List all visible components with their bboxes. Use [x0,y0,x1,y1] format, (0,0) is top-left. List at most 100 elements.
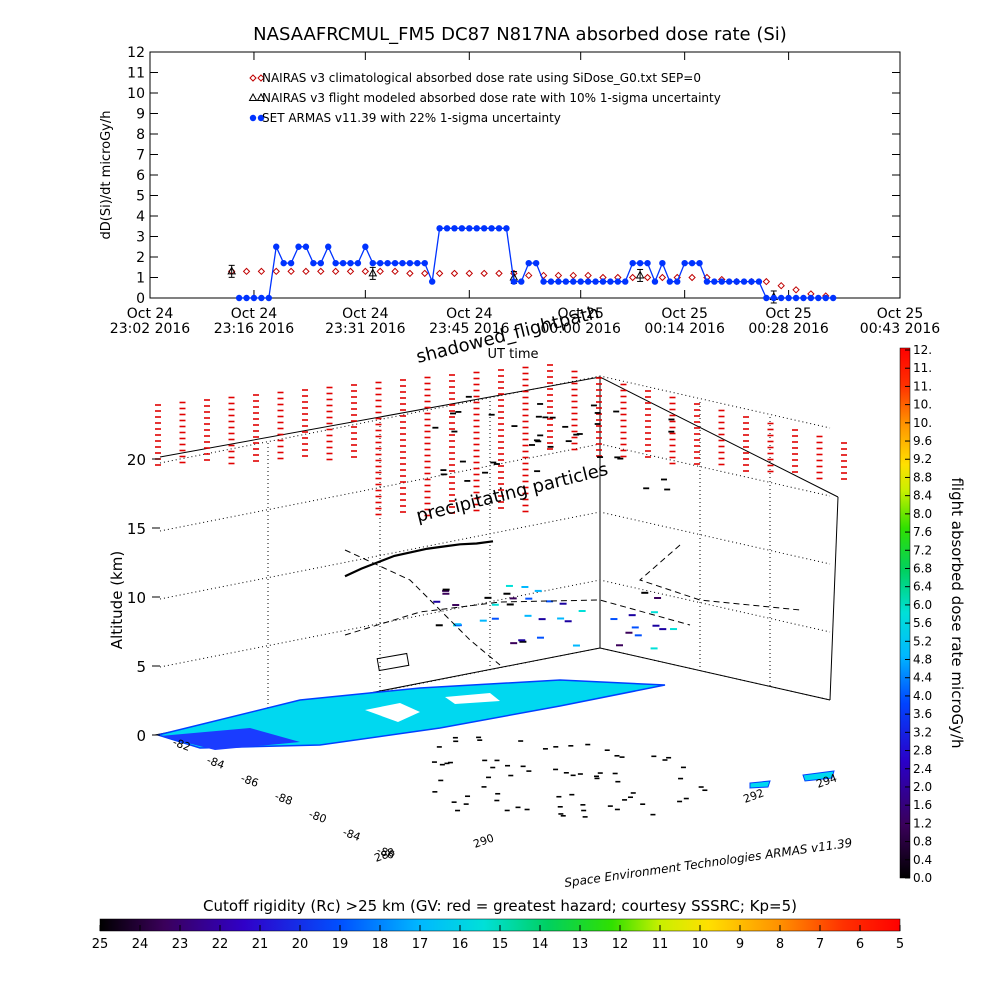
x-tick-label: 00:14 2016 [644,321,725,337]
data-point [310,259,317,267]
rigidity-colorbar-tick-label: 22 [212,937,229,952]
precipitating-particles-label: precipitating particles [414,459,610,527]
dose-colorbar-tick-label: 0.4 [913,853,932,867]
data-point [748,278,755,285]
data-point [317,259,324,267]
x-tick-label: Oct 24 [127,306,174,322]
data-point [325,243,332,250]
data-point [570,278,577,285]
rigidity-colorbar-tick-label: 11 [652,937,669,952]
rigidity-colorbar-tick-label: 13 [572,937,589,952]
latitude-tick-label: -88 [273,790,294,808]
data-point [503,225,510,232]
data-point [258,294,265,302]
x-tick-label: Oct 25 [661,306,707,322]
latitude-tick-label: -84 [205,754,226,772]
rigidity-colorbar-tick-label: 7 [816,937,824,952]
data-point [599,278,607,285]
dose-colorbar-tick-label: 6.4 [913,580,932,594]
x-tick-label: 00:28 2016 [748,321,829,337]
x-tick-label: 23:31 2016 [325,321,406,337]
rigidity-colorbar-tick-label: 12 [612,937,629,952]
gridline-altitude [159,511,831,600]
data-point [249,74,257,82]
dose-colorbar-tick-label: 1.6 [913,798,932,812]
altitude-axis-label: Altitude (km) [108,551,126,649]
data-point [384,259,391,267]
shadow-marks [431,736,708,818]
data-point [480,225,488,232]
longitude-tick-label: 290 [472,831,496,850]
latitude-tick-label: -84 [341,826,362,844]
dose-colorbar-tick-label: 0.8 [913,835,932,849]
data-point [295,243,302,250]
latitude-tick-label: -82 [171,736,192,754]
dose-colorbar-tick-label: 7.6 [913,525,932,539]
data-point [636,259,644,267]
data-point [644,259,651,267]
data-point [584,278,592,285]
dose-colorbar-label: flight absorbed dose rate microGy/h [948,477,966,748]
y-tick-label: 1 [136,271,145,287]
data-point [435,269,444,278]
dose-colorbar-tick-label: 7.2 [913,543,932,557]
data-point [495,269,503,278]
x-tick-label: 23:45 2016 [429,321,510,337]
data-point [659,259,666,267]
data-point [406,259,414,267]
data-point [317,267,325,276]
data-point [822,294,829,302]
rigidity-colorbar-tick-label: 23 [172,937,189,952]
data-point [755,278,763,285]
dose-colorbar-tick-label: 8.4 [913,489,932,503]
x-tick-label: 23:02 2016 [110,321,191,337]
data-point [399,259,406,267]
data-point [421,259,428,267]
ground-contour-white [365,703,420,722]
altitude-tick-label: 0 [136,727,146,745]
data-point [436,225,443,232]
data-point [607,278,614,285]
flight-path-shadow [344,599,691,636]
data-point [622,278,629,285]
x-tick-label: Oct 24 [446,306,493,322]
series-group [227,225,837,304]
dose-marks [433,584,678,650]
rigidity-colorbar-tick-label: 21 [252,937,269,952]
y-tick-label: 3 [136,230,145,246]
altitude-tick-label: 15 [127,520,146,538]
y-tick-label: 10 [127,86,145,102]
data-point [592,278,599,285]
data-point [777,281,785,290]
data-point [331,267,340,276]
data-point [829,294,837,302]
dose-colorbar-tick-label: 4.4 [913,671,932,685]
y-tick-label: 8 [136,127,145,143]
data-point [681,259,688,267]
dose-colorbar-tick-label: 9.2 [913,452,932,466]
x-tick-label: Oct 25 [557,306,603,322]
data-point [495,225,503,232]
data-point [406,269,414,278]
rigidity-colorbar-tick-label: 19 [332,937,349,952]
dose-colorbar-tick-label: 9.6 [913,434,932,448]
data-point [473,225,480,232]
dose-colorbar-ticks: 0.0 0.4 0.8 1.2 1.6 2.0 2.4 2.8 3.2 3.6 4.0 4.4 4.8 5… [905,343,932,885]
data-point [354,259,362,267]
x-tick-label: Oct 25 [877,306,923,322]
data-point [287,267,295,276]
x-tick-label: 00:00 2016 [540,321,621,337]
data-point [339,259,347,267]
data-point [488,225,495,232]
x-axis-label: UT time [488,347,539,362]
data-point [465,269,474,278]
rigidity-colorbar-tick-label: 18 [372,937,389,952]
rigidity-colorbar-tick-label: 14 [532,937,549,952]
ground-contour-cyan-small [749,780,771,789]
rigidity-colorbar-tick-label: 10 [692,937,709,952]
latitude-tick-label: -86 [375,844,396,862]
latitude-tick-label: -80 [307,808,328,826]
data-point [257,74,265,82]
